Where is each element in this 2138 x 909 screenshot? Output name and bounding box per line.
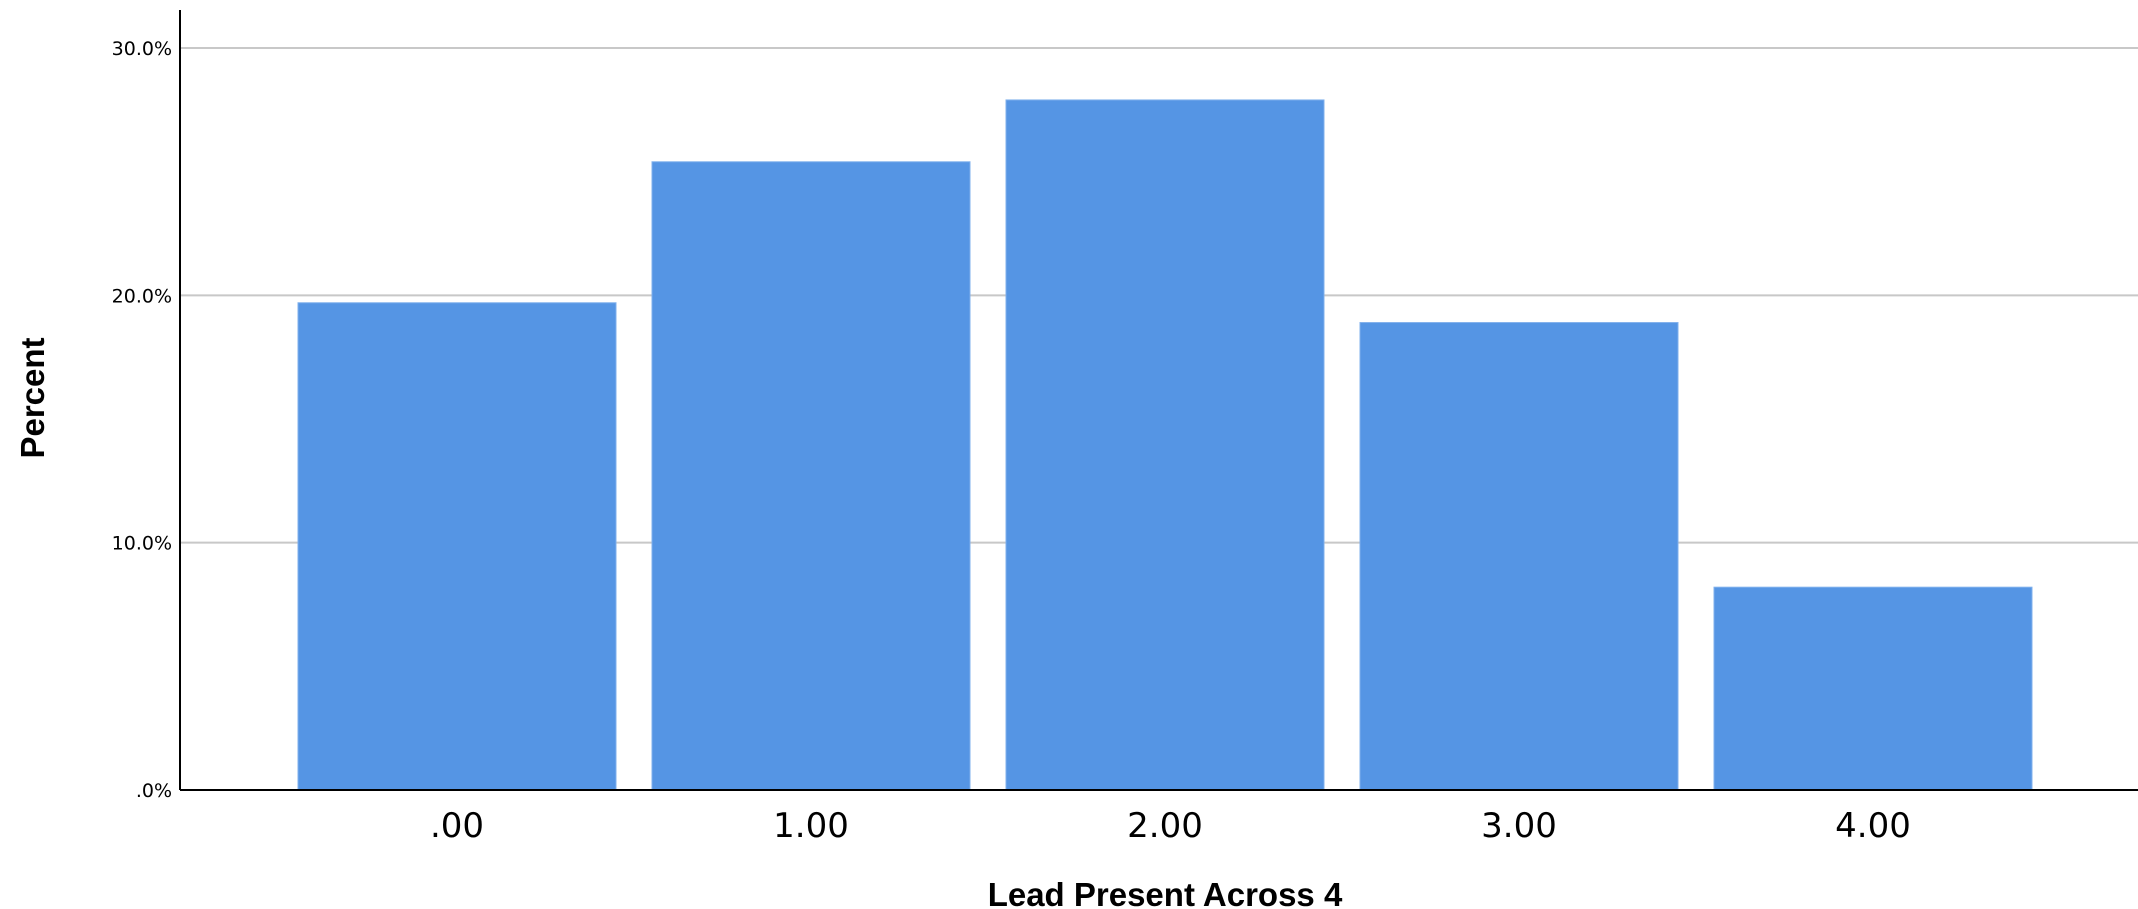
x-tick-label: 2.00 [1127, 806, 1203, 846]
bar [1713, 586, 2033, 791]
x-tick-label: 4.00 [1835, 806, 1911, 846]
x-tick-labels: .00 1.00 2.00 3.00 4.00 [430, 806, 1911, 846]
x-axis-title: Lead Present Across 4 [988, 876, 1343, 909]
bar [1005, 99, 1325, 791]
y-tick-labels: .0% 10.0% 20.0% 30.0% [112, 38, 172, 802]
y-tick-label: 20.0% [112, 285, 172, 307]
x-tick-label: 3.00 [1481, 806, 1557, 846]
y-tick-label: 10.0% [112, 533, 172, 555]
y-axis-title: Percent [14, 337, 51, 458]
x-tick-label: 1.00 [773, 806, 849, 846]
y-tick-label: .0% [136, 780, 172, 802]
x-tick-label: .00 [430, 806, 484, 846]
y-tick-label: 30.0% [112, 38, 172, 60]
bar [651, 161, 971, 791]
bars [297, 99, 2033, 791]
bar [297, 302, 617, 791]
bar [1359, 322, 1679, 791]
